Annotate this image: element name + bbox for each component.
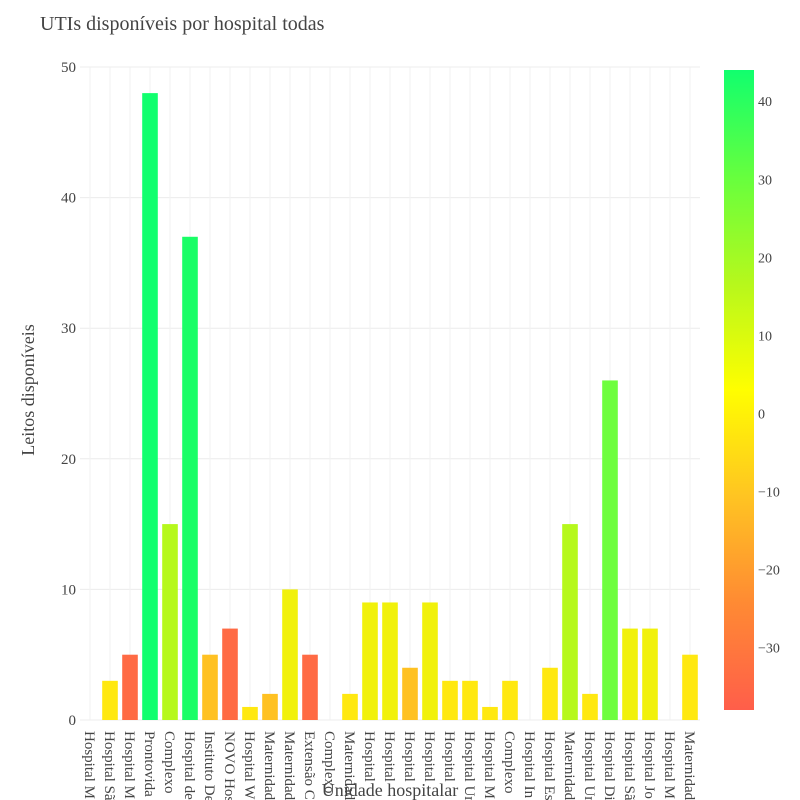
x-tick-label: Hospital Jo xyxy=(641,731,657,799)
colorbar-tick-label: 40 xyxy=(758,95,772,110)
x-tick-label: Hospital xyxy=(381,731,397,782)
x-tick-label: Maternidad xyxy=(281,731,297,800)
bar xyxy=(342,693,358,720)
x-tick-label: Complexo xyxy=(321,731,337,794)
bar xyxy=(402,667,418,720)
bar xyxy=(422,602,438,720)
grid-lines xyxy=(80,66,700,721)
x-tick-label: Hospital M xyxy=(481,731,497,799)
x-tick-label: Hospital In xyxy=(521,731,537,799)
x-tick-label: Hospital M xyxy=(121,731,137,799)
bar xyxy=(542,667,558,720)
chart-title: UTIs disponíveis por hospital todas xyxy=(40,13,325,35)
y-tick-labels: 0 10 20 30 40 50 xyxy=(61,60,76,729)
x-tick-label: Prontovida xyxy=(141,731,157,797)
x-tick-label: Hospital xyxy=(401,731,417,782)
x-tick-label: Hospital de xyxy=(181,731,197,800)
x-tick-label: Maternidad xyxy=(681,731,697,800)
x-tick-label: Maternidad xyxy=(561,731,577,800)
x-tick-label: Hospital Sã xyxy=(101,731,117,800)
bar xyxy=(262,693,278,720)
bar xyxy=(182,236,198,720)
bar xyxy=(442,680,458,720)
x-tick-label: Hospital W xyxy=(241,731,257,800)
bars xyxy=(102,93,698,721)
bar xyxy=(202,654,218,720)
bar xyxy=(382,602,398,720)
bar xyxy=(602,380,618,720)
x-tick-label: Complexo xyxy=(161,731,177,794)
colorbar-tick-label: 10 xyxy=(758,329,772,344)
x-tick-label: Hospital M xyxy=(81,731,97,799)
bar xyxy=(642,628,658,720)
x-tick-label: Complexo xyxy=(501,731,517,794)
bar xyxy=(502,680,518,720)
x-tick-label: Extensão C xyxy=(301,731,317,800)
x-tick-label: Hospital M xyxy=(661,731,677,799)
colorbar-tick-label: 20 xyxy=(758,251,772,266)
x-tick-label: Hospital Ur xyxy=(581,731,597,800)
y-tick-label: 30 xyxy=(61,321,76,337)
x-tick-label: Hospital xyxy=(361,731,377,782)
x-axis-label: Unidade hospitalar xyxy=(322,780,458,800)
bar xyxy=(462,680,478,720)
x-tick-label: Hospital xyxy=(441,731,457,782)
colorbar-tick-label: −20 xyxy=(758,564,780,579)
x-tick-labels: Hospital M Hospital Sã Hospital M Prontovid… xyxy=(81,731,697,800)
x-tick-label: Hospital Es xyxy=(541,731,557,800)
bar xyxy=(142,93,158,721)
colorbar-tick-label: 30 xyxy=(758,173,772,188)
bar xyxy=(362,602,378,720)
bar xyxy=(102,680,118,720)
x-tick-label: Hospital Sã xyxy=(621,731,637,800)
x-tick-label: Instituto De xyxy=(201,731,217,800)
bar xyxy=(242,706,258,720)
y-tick-label: 10 xyxy=(61,582,76,598)
x-tick-label: Maternidad xyxy=(341,731,357,800)
x-tick-label: Maternidad xyxy=(261,731,277,800)
bar xyxy=(582,693,598,720)
bar xyxy=(162,524,178,720)
bar xyxy=(482,706,498,720)
bar xyxy=(282,589,298,720)
bar xyxy=(222,628,238,720)
bar xyxy=(562,524,578,720)
y-tick-label: 0 xyxy=(69,713,77,729)
y-tick-label: 20 xyxy=(61,452,76,468)
x-tick-label: NOVO Hos xyxy=(221,731,237,800)
colorbar-tick-label: 0 xyxy=(758,407,765,422)
y-tick-label: 50 xyxy=(61,60,76,76)
bar xyxy=(622,628,638,720)
colorbar xyxy=(724,70,754,710)
bar xyxy=(302,654,318,720)
y-tick-label: 40 xyxy=(61,191,76,207)
x-tick-label: Hospital Di xyxy=(601,731,617,800)
bar xyxy=(122,654,138,720)
colorbar-tick-label: −30 xyxy=(758,642,780,657)
y-axis-label: Leitos disponíveis xyxy=(18,324,38,456)
bar xyxy=(682,654,698,720)
colorbar-tick-labels: 40 30 20 10 0 −10 −20 −30 xyxy=(758,95,780,656)
x-tick-label: Hospital Ur xyxy=(461,731,477,800)
x-tick-label: Hospital xyxy=(421,731,437,782)
colorbar-tick-label: −10 xyxy=(758,485,780,500)
